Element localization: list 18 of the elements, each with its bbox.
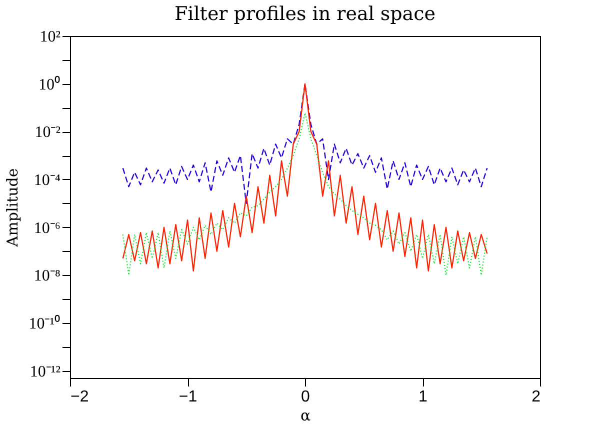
y-tick-label: 10⁻⁸ [34,268,60,285]
y-axis-title: Amplitude [4,168,22,248]
x-tick-label: −1 [178,388,198,406]
chart-title: Filter profiles in real space [174,3,436,25]
y-tick-label: 10² [40,28,61,46]
y-tick-label: 10⁻¹² [30,363,61,380]
y-tick-label: 10⁻² [34,124,61,142]
y-tick-label: 10⁻¹⁰ [28,314,60,332]
x-tick-label: 1 [418,388,428,406]
y-tick-label: 10⁻⁶ [34,220,60,237]
x-tick-label: 2 [532,388,541,406]
y-tick-label: 10⁻⁴ [34,172,61,189]
x-axis-title: α [300,406,311,424]
line-series [122,112,488,276]
y-tick-label: 10⁰ [38,75,60,94]
x-tick-label: 0 [301,388,310,406]
x-tick-label: −2 [70,388,89,406]
line-series [122,83,488,272]
